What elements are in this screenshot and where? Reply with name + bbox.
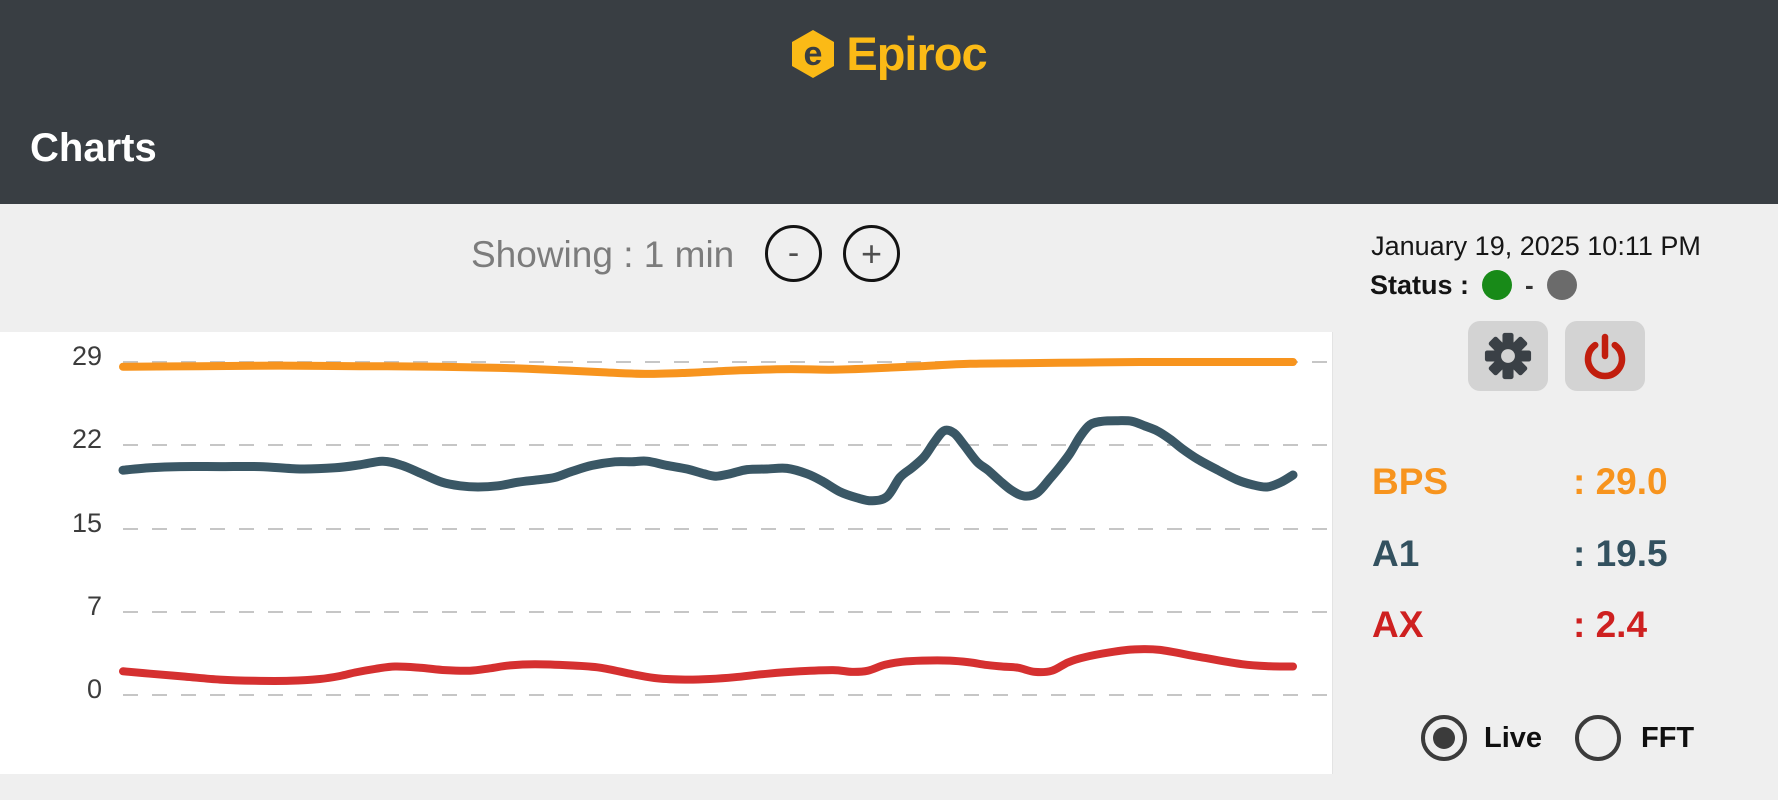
plus-icon: + (860, 232, 883, 274)
legend-name: AX (1372, 604, 1424, 645)
svg-text:e: e (804, 35, 823, 73)
y-axis-label: 0 (87, 674, 102, 704)
logo-text: Epiroc (846, 27, 987, 80)
interval-increase-button[interactable]: + (843, 225, 900, 282)
series-bps (119, 357, 1297, 378)
power-button[interactable] (1565, 321, 1645, 391)
line-chart: 29 22 15 7 0 (72, 341, 1330, 704)
status-dot-gray (1546, 270, 1577, 300)
y-axis-label: 7 (87, 591, 102, 621)
y-axis-label: 29 (72, 341, 102, 371)
legend-row-a1: A1 : 19.5 (1372, 533, 1762, 575)
epiroc-logo: e Epiroc (0, 26, 1778, 81)
radio-dot (1433, 727, 1455, 749)
live-radio[interactable] (1421, 715, 1467, 761)
showing-interval-label: Showing : 1 min (471, 234, 735, 275)
epiroc-hexagon-icon: e (792, 29, 835, 78)
interval-decrease-button[interactable]: - (765, 225, 822, 282)
radio-dot (1587, 727, 1609, 749)
legend-value: : 29.0 (1573, 461, 1668, 502)
legend-value: : 2.4 (1573, 604, 1648, 645)
legend-name: BPS (1372, 461, 1449, 502)
legend-name: A1 (1372, 533, 1420, 574)
series-ax (119, 645, 1297, 685)
status-dot-green (1482, 270, 1513, 300)
fft-radio-label: FFT (1641, 722, 1695, 754)
series-a1 (118, 416, 1298, 506)
fft-radio[interactable] (1575, 715, 1621, 761)
page-title: Charts (30, 126, 157, 170)
live-radio-label: Live (1484, 722, 1543, 754)
legend-row-bps: BPS : 29.0 (1372, 461, 1762, 503)
y-axis-label: 22 (72, 424, 102, 454)
status-label: Status : (1370, 269, 1470, 300)
power-icon (1584, 333, 1626, 380)
status-row: Status : - (1370, 267, 1577, 303)
y-axis-label: 15 (72, 508, 102, 538)
minus-icon: - (787, 234, 800, 272)
legend-row-ax: AX : 2.4 (1372, 604, 1762, 646)
settings-button[interactable] (1468, 321, 1548, 391)
status-separator: - (1525, 269, 1534, 300)
app-header: e Epiroc Charts (0, 0, 1778, 204)
legend-value: : 19.5 (1573, 533, 1668, 574)
chart-panel: 29 22 15 7 0 (0, 332, 1333, 774)
gear-icon (1484, 332, 1532, 380)
datetime-label: January 19, 2025 10:11 PM (1371, 231, 1701, 261)
